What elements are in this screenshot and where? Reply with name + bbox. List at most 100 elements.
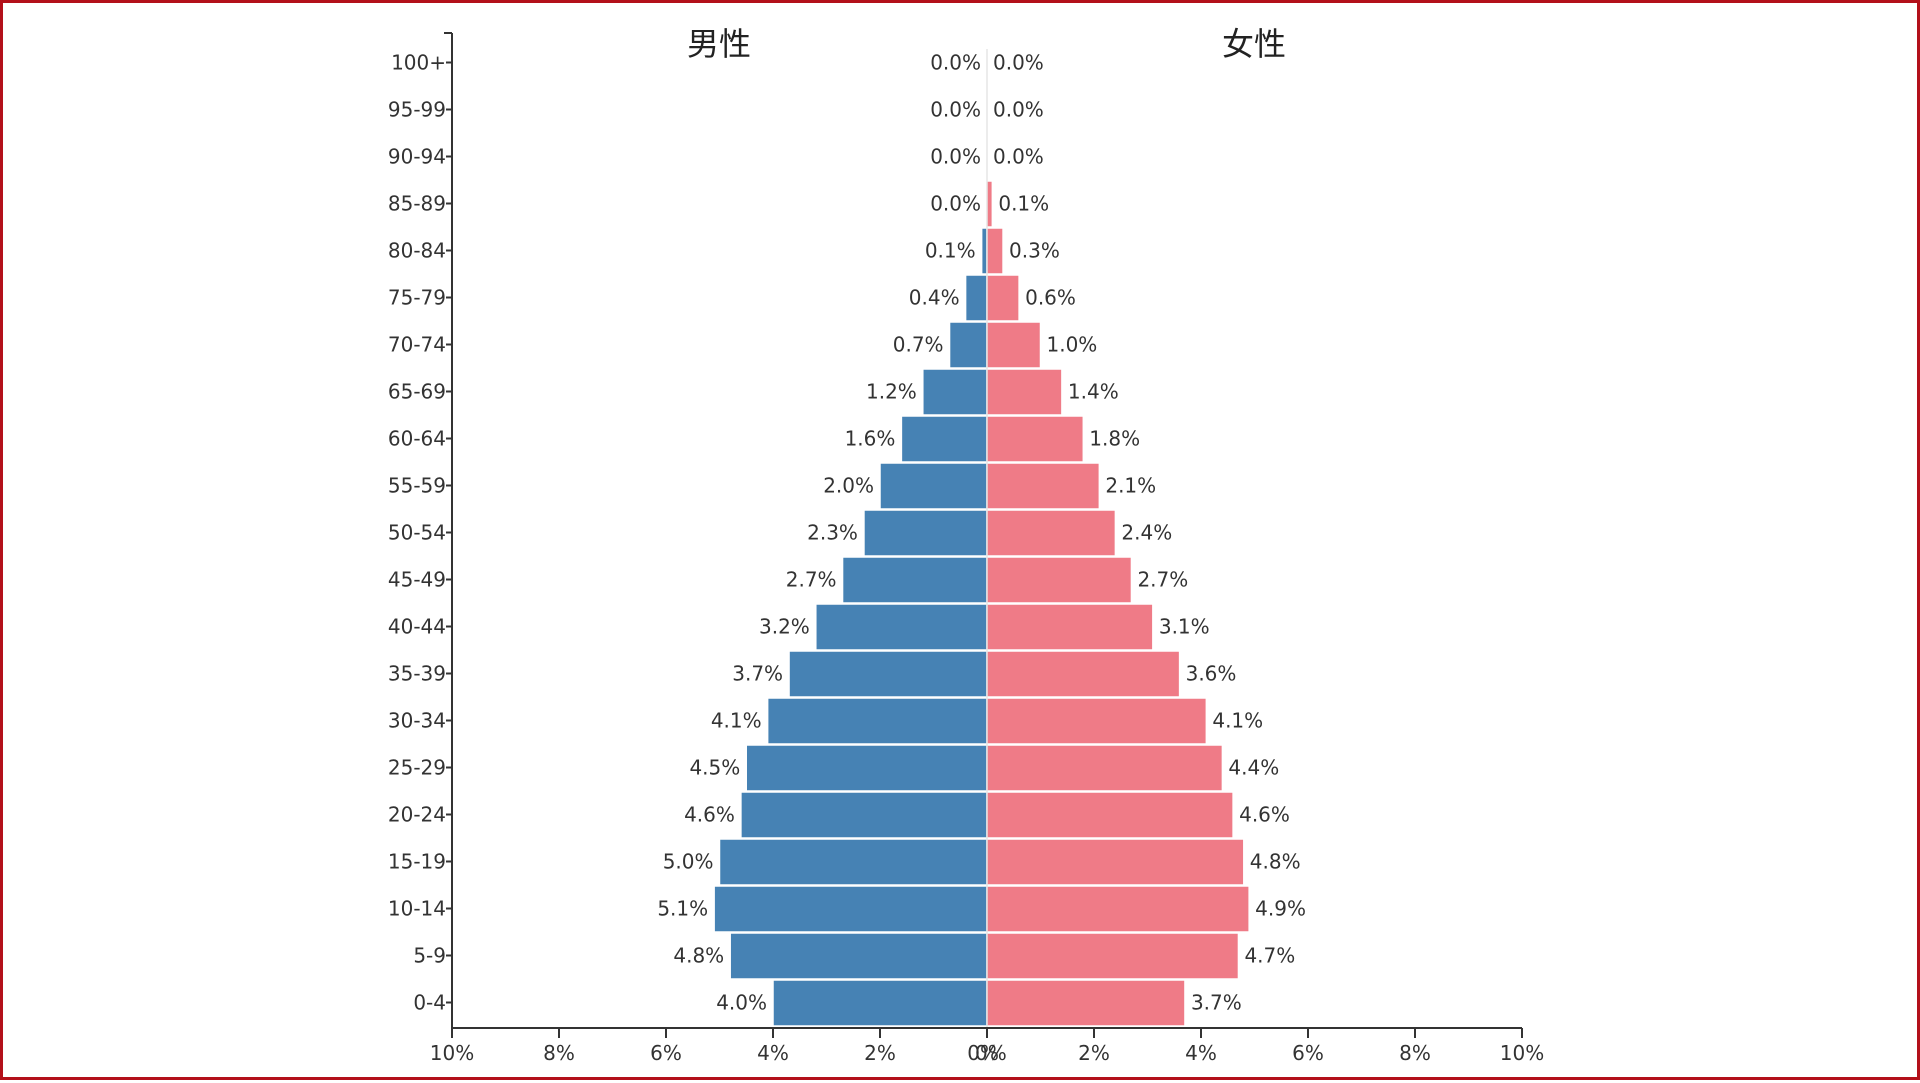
x-tick-label: 8% xyxy=(1399,1041,1431,1065)
bar-female xyxy=(986,791,1234,839)
value-label-male: 0.7% xyxy=(893,333,944,357)
value-label-female: 0.0% xyxy=(993,98,1044,122)
value-label-female: 1.0% xyxy=(1047,333,1098,357)
bar-female xyxy=(986,415,1085,463)
bar-female xyxy=(986,462,1101,510)
x-tick-label: 6% xyxy=(1292,1041,1324,1065)
category-label: 100+ xyxy=(391,51,446,75)
value-label-female: 4.4% xyxy=(1228,756,1279,780)
bar-male xyxy=(863,509,988,557)
bar-female xyxy=(986,509,1117,557)
value-label-male: 0.0% xyxy=(930,98,981,122)
category-label: 10-14 xyxy=(388,897,446,921)
bar-male xyxy=(766,697,988,745)
value-label-male: 5.1% xyxy=(657,897,708,921)
value-label-male: 1.6% xyxy=(845,427,896,451)
category-label: 30-34 xyxy=(388,709,446,733)
bar-male xyxy=(980,227,988,275)
bar-male xyxy=(713,885,988,933)
value-label-female: 4.9% xyxy=(1255,897,1306,921)
x-tick-label: 8% xyxy=(543,1041,575,1065)
bar-male xyxy=(900,415,988,463)
female-title: 女性 xyxy=(1222,25,1286,63)
value-label-male: 0.1% xyxy=(925,239,976,263)
bar-male xyxy=(964,274,988,322)
value-label-female: 0.0% xyxy=(993,51,1044,75)
value-label-female: 4.8% xyxy=(1250,850,1301,874)
value-label-male: 1.2% xyxy=(866,380,917,404)
bar-male xyxy=(922,368,988,416)
category-label: 95-99 xyxy=(388,98,446,122)
bar-female xyxy=(986,321,1042,369)
x-tick-label: 0% xyxy=(967,1041,999,1065)
value-label-male: 2.3% xyxy=(807,521,858,545)
category-label: 20-24 xyxy=(388,803,446,827)
bar-female xyxy=(986,180,994,228)
value-label-male: 4.0% xyxy=(716,991,767,1015)
value-label-male: 0.0% xyxy=(930,51,981,75)
value-label-female: 4.1% xyxy=(1212,709,1263,733)
bar-male xyxy=(948,321,988,369)
category-label: 55-59 xyxy=(388,474,446,498)
bar-female xyxy=(986,979,1186,1027)
population-pyramid-chart: 男性 女性 100+ 0.0% 0.0% 95-99 0.0% 0.0% 90-94 0.0%… xyxy=(388,25,1544,1065)
value-label-female: 0.1% xyxy=(998,192,1049,216)
value-label-female: 2.4% xyxy=(1121,521,1172,545)
x-tick-label: 2% xyxy=(864,1041,896,1065)
bar-female xyxy=(986,227,1004,275)
category-label: 90-94 xyxy=(388,145,446,169)
x-tick-label: 4% xyxy=(1185,1041,1217,1065)
value-label-female: 3.6% xyxy=(1186,662,1237,686)
bar-female xyxy=(986,697,1208,745)
bar-female xyxy=(986,838,1245,886)
bar-female xyxy=(986,932,1240,980)
value-label-female: 2.7% xyxy=(1137,568,1188,592)
value-label-female: 3.7% xyxy=(1191,991,1242,1015)
value-label-male: 2.7% xyxy=(786,568,837,592)
labels-group: 100+ 0.0% 0.0% 95-99 0.0% 0.0% 90-94 0.0% 0.0% 85… xyxy=(388,51,1306,1015)
bar-male xyxy=(772,979,988,1027)
value-label-male: 3.2% xyxy=(759,615,810,639)
x-tick-label: 6% xyxy=(650,1041,682,1065)
bar-male xyxy=(729,932,988,980)
category-label: 0-4 xyxy=(413,991,446,1015)
bar-male xyxy=(718,838,988,886)
category-label: 80-84 xyxy=(388,239,446,263)
value-label-male: 2.0% xyxy=(823,474,874,498)
bar-male xyxy=(740,791,988,839)
value-label-male: 0.0% xyxy=(930,145,981,169)
value-label-female: 0.6% xyxy=(1025,286,1076,310)
category-label: 5-9 xyxy=(413,944,446,968)
value-label-male: 0.4% xyxy=(909,286,960,310)
bar-male xyxy=(841,556,988,604)
category-label: 35-39 xyxy=(388,662,446,686)
bar-female xyxy=(986,744,1224,792)
bar-female xyxy=(986,556,1133,604)
bar-male xyxy=(879,462,988,510)
category-label: 65-69 xyxy=(388,380,446,404)
value-label-male: 4.1% xyxy=(711,709,762,733)
value-label-female: 4.7% xyxy=(1244,944,1295,968)
x-tick-label: 4% xyxy=(757,1041,789,1065)
x-tick-label: 10% xyxy=(430,1041,474,1065)
axes-group: 10% 8% 6% 4% 2% 0%0% 2% 4% 6% 8% 10% xyxy=(430,32,1544,1065)
value-label-female: 2.1% xyxy=(1105,474,1156,498)
category-label: 40-44 xyxy=(388,615,446,639)
value-label-male: 5.0% xyxy=(663,850,714,874)
value-label-male: 4.8% xyxy=(673,944,724,968)
value-label-female: 1.4% xyxy=(1068,380,1119,404)
x-tick-label: 10% xyxy=(1500,1041,1544,1065)
category-label: 75-79 xyxy=(388,286,446,310)
value-label-female: 0.3% xyxy=(1009,239,1060,263)
category-label: 25-29 xyxy=(388,756,446,780)
bar-female xyxy=(986,368,1063,416)
value-label-male: 3.7% xyxy=(732,662,783,686)
category-label: 45-49 xyxy=(388,568,446,592)
bar-female xyxy=(986,885,1250,933)
category-label: 85-89 xyxy=(388,192,446,216)
x-tick-label: 0% xyxy=(975,1041,1007,1065)
bar-female xyxy=(986,603,1154,651)
bar-male xyxy=(745,744,988,792)
value-label-male: 4.6% xyxy=(684,803,735,827)
category-label: 50-54 xyxy=(388,521,446,545)
